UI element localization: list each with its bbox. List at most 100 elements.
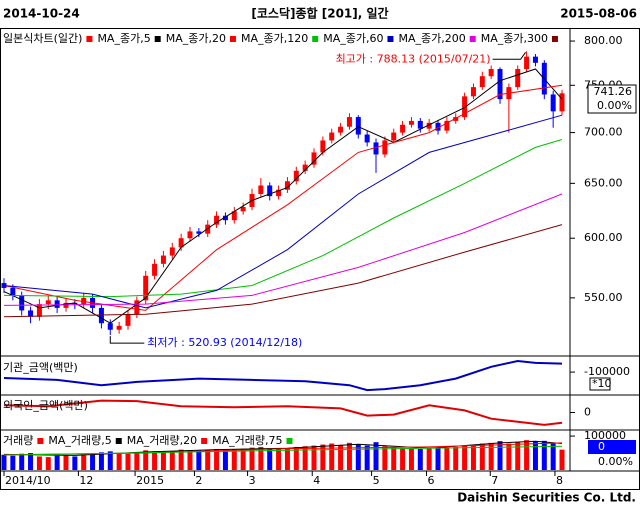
volume-box <box>588 440 636 454</box>
candle-body <box>116 325 122 330</box>
candle-body <box>497 69 503 100</box>
panel-name: 기관_금액(백만) <box>3 361 78 374</box>
x-tick-label: 8 <box>556 474 563 487</box>
volume-bar <box>107 451 113 470</box>
start-date: 2014-10-24 <box>3 7 80 21</box>
volume-bar <box>231 449 237 470</box>
candle-body <box>515 69 521 88</box>
volume-bar <box>72 456 78 470</box>
volume-bar <box>373 442 379 470</box>
volume-bar <box>45 457 51 470</box>
volume-bar <box>346 442 352 470</box>
volume-bar <box>63 455 69 470</box>
volume-bar <box>541 440 547 470</box>
volume-bar <box>400 447 406 470</box>
candle-body <box>143 275 149 301</box>
candle-body <box>417 120 423 129</box>
candle-body <box>400 124 406 133</box>
volume-bar <box>488 442 494 470</box>
candle-body <box>302 164 308 171</box>
candle-body <box>54 300 60 308</box>
multiplier: *10 <box>592 377 612 390</box>
candle-body <box>488 69 494 77</box>
candle-body <box>152 263 158 276</box>
volume-bar <box>435 448 441 470</box>
candle-body <box>28 310 34 317</box>
y-tick-label: 600.00 <box>584 231 623 244</box>
low-annotation: 최저가 : 520.93 (2014/12/18) <box>147 336 302 349</box>
volume-bar <box>152 451 158 470</box>
candle-body <box>470 87 476 97</box>
candle-body <box>311 152 317 165</box>
candle-body <box>329 132 335 141</box>
y-tick-label: 0 <box>584 406 591 419</box>
volume-bar <box>125 453 131 470</box>
line-series <box>3 445 563 456</box>
volume-bar <box>240 448 246 470</box>
candle-body <box>479 76 485 88</box>
x-tick-label: 2014/10 <box>5 474 51 487</box>
volume-bar <box>479 443 485 470</box>
candle-body <box>453 117 459 121</box>
legend-swatch <box>86 36 93 42</box>
candle-body <box>81 297 87 305</box>
panel-name: 외국인_금액(백만) <box>3 399 88 412</box>
legend-swatch <box>229 36 236 42</box>
volume-bar <box>497 441 503 470</box>
legend-label: MA_거래량,5 <box>48 434 111 447</box>
legend-swatch <box>387 36 394 42</box>
line-series <box>3 224 563 318</box>
volume-bar <box>169 451 175 470</box>
volume-bar <box>408 448 414 470</box>
line-series <box>3 84 563 311</box>
volume-bar <box>532 441 538 470</box>
candle-body <box>1 283 7 288</box>
volume-bar <box>426 448 432 470</box>
volume-bar <box>143 450 149 470</box>
end-date: 2015-08-06 <box>560 7 637 21</box>
volume-bar <box>470 444 476 470</box>
volume-bar <box>515 442 521 470</box>
legend-swatch <box>37 438 44 444</box>
volume-bar <box>196 450 202 470</box>
volume-bar <box>311 445 317 470</box>
volume-bar <box>222 449 228 470</box>
candle-body <box>187 231 193 239</box>
x-tick-label: 4 <box>313 474 320 487</box>
volume-bar <box>550 442 556 470</box>
volume-bar <box>178 449 184 470</box>
candle-body <box>240 206 246 212</box>
volume-bar <box>1 454 7 470</box>
candle-body <box>169 247 175 256</box>
candle-body <box>346 117 352 127</box>
volume-bar <box>116 453 122 470</box>
candle-body <box>267 185 273 197</box>
legend-label: MA_거래량,75 <box>212 434 282 447</box>
y-tick-label: 550.00 <box>584 291 623 304</box>
x-tick-label: 7 <box>491 474 498 487</box>
change-label: 0.00% <box>597 99 632 112</box>
legend-swatch <box>286 438 293 444</box>
candle-body <box>550 94 556 112</box>
volume-bar <box>338 444 344 470</box>
price-box <box>587 84 637 114</box>
last-price: 741.26 <box>594 85 633 98</box>
candle-body <box>45 300 51 305</box>
volume-bar <box>302 446 308 470</box>
volume-bar <box>187 450 193 470</box>
candle-body <box>63 302 69 308</box>
chart-title: [코스닥]종합 [201], 일간 <box>251 6 388 21</box>
multiplier-box <box>589 377 611 391</box>
volume-bar <box>444 447 450 470</box>
candle-body <box>364 134 370 143</box>
panel-name: 거래량 <box>3 434 33 447</box>
volume-bar <box>160 451 166 470</box>
legend-label: MA_종가,120 <box>241 32 308 45</box>
high-arrow <box>492 52 527 60</box>
candle-body <box>408 120 414 125</box>
x-tick-label: 2015 <box>136 474 164 487</box>
line-series <box>3 399 563 426</box>
legend-swatch <box>154 36 161 42</box>
